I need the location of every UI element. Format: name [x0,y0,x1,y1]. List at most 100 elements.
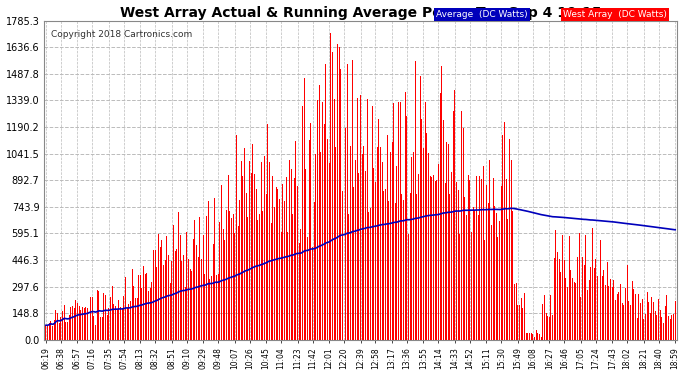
Bar [597,276,598,340]
Bar [559,259,560,340]
Bar [308,140,310,340]
Bar [105,295,106,340]
Bar [430,176,431,340]
Bar [593,268,595,340]
Bar [236,135,237,340]
Bar [282,184,283,340]
Bar [444,183,446,340]
Bar [54,320,55,340]
Bar [463,129,464,340]
Bar [246,193,247,340]
Bar [257,220,258,340]
Bar [270,224,272,340]
Bar [491,225,492,340]
Bar [549,317,550,340]
Bar [592,228,593,340]
Bar [673,314,674,340]
Bar [386,135,388,340]
Bar [181,261,182,340]
Bar [580,297,581,340]
Bar [224,240,225,340]
Bar [598,266,600,340]
Text: West Array  (DC Watts): West Array (DC Watts) [563,10,667,19]
Bar [60,317,61,340]
Bar [497,237,498,340]
Bar [400,102,401,340]
Bar [560,272,562,340]
Bar [670,319,671,340]
Bar [378,120,380,340]
Bar [304,78,305,340]
Bar [223,230,224,340]
Bar [481,179,482,340]
Bar [554,258,555,340]
Bar [171,261,172,340]
Bar [325,64,326,340]
Bar [355,159,356,340]
Bar [234,233,235,340]
Bar [388,201,389,340]
Bar [519,305,520,340]
Bar [310,123,311,340]
Bar [67,322,68,340]
Bar [617,294,618,340]
Bar [482,166,484,340]
Bar [602,276,603,340]
Bar [50,321,52,340]
Bar [327,140,328,340]
Bar [165,260,166,340]
Bar [317,100,318,340]
Bar [322,102,323,340]
Bar [539,334,540,340]
Bar [522,308,523,340]
Bar [587,290,588,340]
Bar [469,180,471,340]
Bar [130,300,131,340]
Bar [335,147,336,340]
Bar [671,315,672,340]
Bar [77,303,78,340]
Bar [600,240,601,340]
Bar [219,222,220,340]
Bar [146,273,148,340]
Bar [113,304,115,340]
Bar [120,308,121,340]
Bar [211,276,212,340]
Bar [342,191,343,340]
Bar [464,197,465,340]
Bar [216,274,217,340]
Bar [418,174,419,340]
Bar [141,288,142,340]
Bar [660,310,661,340]
Bar [504,122,505,340]
Text: Copyright 2018 Cartronics.com: Copyright 2018 Cartronics.com [50,30,192,39]
Bar [360,95,361,340]
Bar [173,225,174,340]
Bar [426,133,427,340]
Bar [605,285,606,340]
Bar [420,76,421,340]
Bar [380,147,381,340]
Bar [393,104,394,340]
Bar [457,190,459,340]
Bar [209,279,210,340]
Bar [261,162,262,340]
Bar [294,178,295,340]
Bar [237,226,239,340]
Bar [555,230,556,340]
Bar [438,164,439,340]
Bar [198,257,199,340]
Bar [59,323,60,340]
Bar [565,278,566,340]
Bar [416,194,417,340]
Bar [259,214,260,340]
Bar [133,286,134,340]
Bar [408,234,409,340]
Bar [159,247,161,340]
Bar [267,124,268,340]
Bar [199,217,200,340]
Bar [348,214,349,340]
Bar [391,142,393,340]
Bar [295,141,297,340]
Bar [446,142,447,340]
